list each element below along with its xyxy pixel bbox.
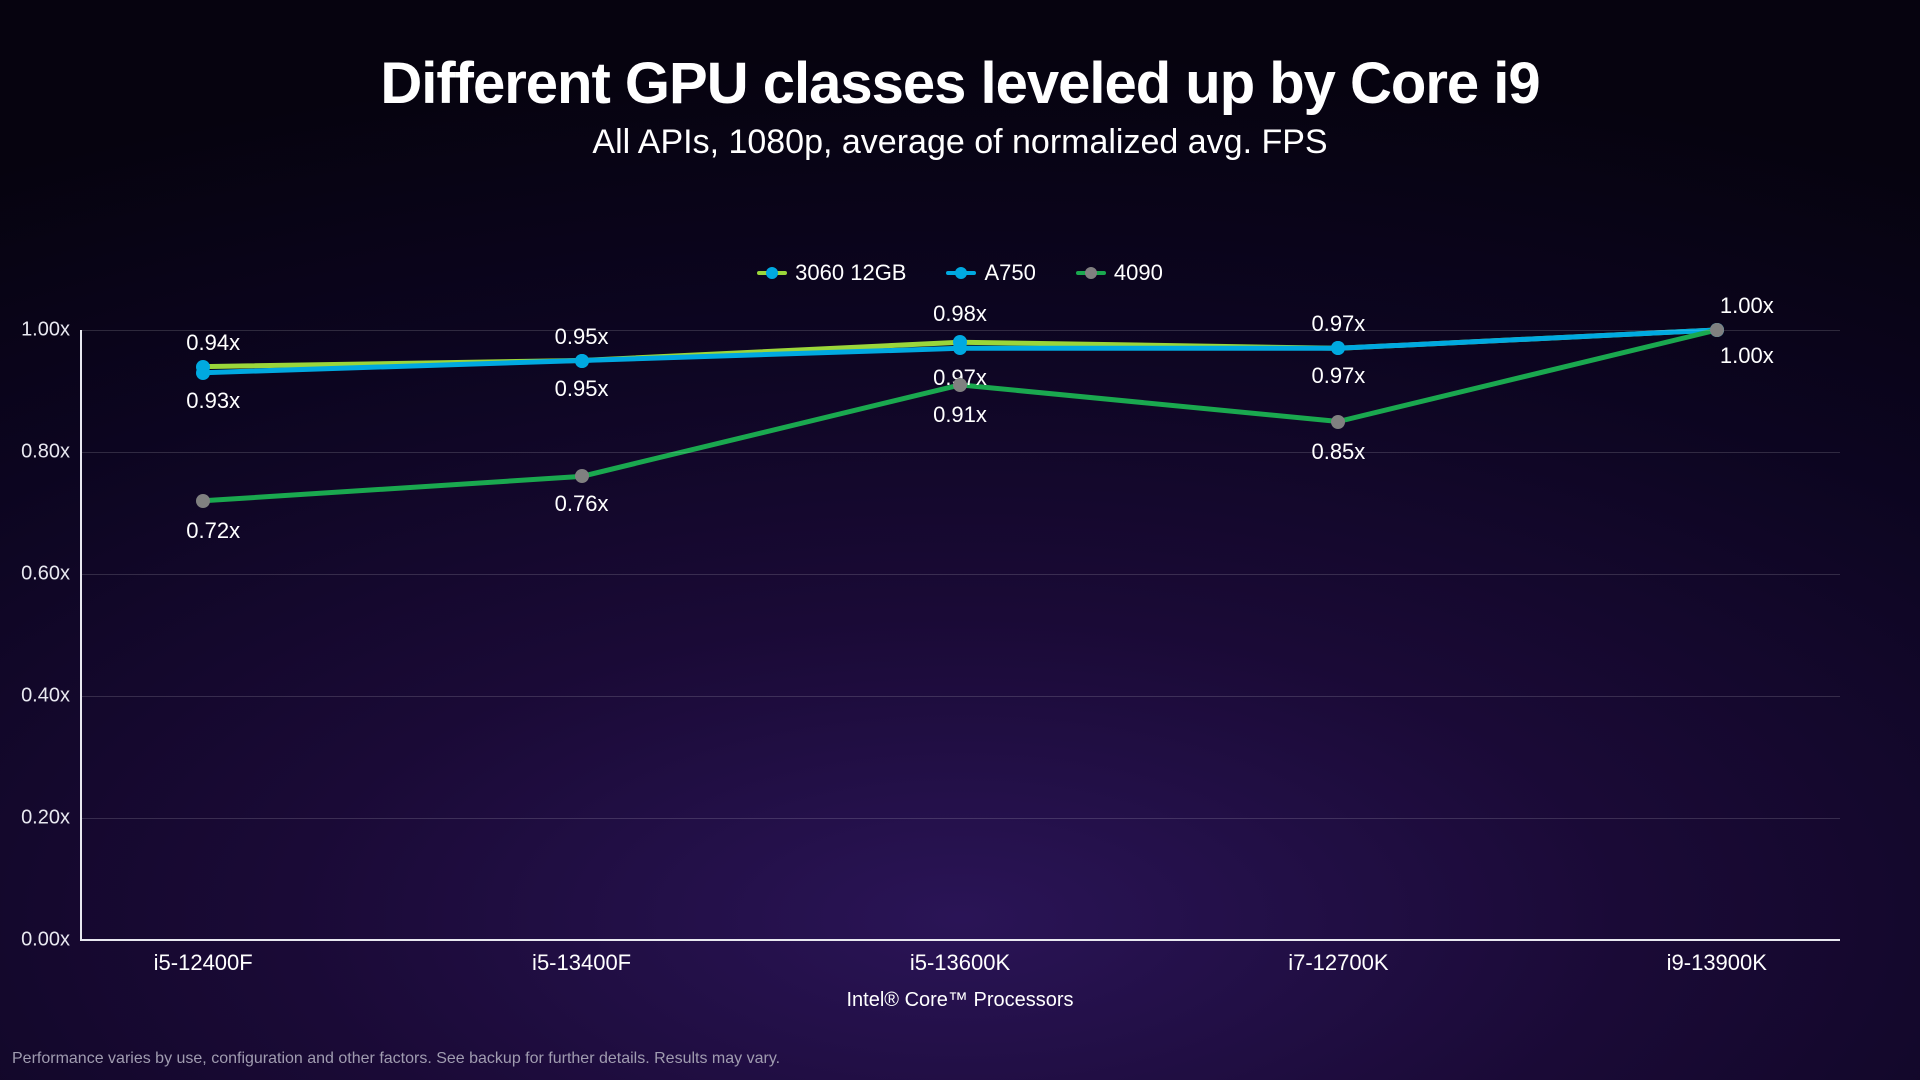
value-label: 0.93x	[186, 388, 240, 414]
value-label: 0.72x	[186, 518, 240, 544]
data-point	[1331, 341, 1345, 355]
value-label: 0.95x	[555, 376, 609, 402]
value-label: 0.85x	[1311, 439, 1365, 465]
chart-subtitle: All APIs, 1080p, average of normalized a…	[0, 123, 1920, 162]
data-point	[575, 354, 589, 368]
legend-label: A750	[984, 260, 1035, 286]
legend-label: 3060 12GB	[795, 260, 906, 286]
value-label: 1.00x	[1720, 343, 1774, 369]
x-tick-label: i5-12400F	[154, 950, 253, 976]
disclaimer-text: Performance varies by use, configuration…	[12, 1050, 780, 1068]
value-label: 0.97x	[1311, 311, 1365, 337]
legend-item: 4090	[1076, 260, 1163, 286]
data-point	[196, 494, 210, 508]
data-point	[575, 469, 589, 483]
chart-area: 0.00x0.20x0.40x0.60x0.80x1.00xi5-12400Fi…	[80, 330, 1840, 940]
data-point	[1331, 415, 1345, 429]
value-label: 0.91x	[933, 402, 987, 428]
x-tick-label: i9-13900K	[1667, 950, 1767, 976]
value-label: 0.76x	[555, 491, 609, 517]
data-point	[196, 366, 210, 380]
y-tick-label: 0.60x	[10, 563, 70, 586]
y-tick-label: 0.80x	[10, 441, 70, 464]
y-tick-label: 1.00x	[10, 319, 70, 342]
data-point	[953, 378, 967, 392]
data-point	[1710, 323, 1724, 337]
legend-label: 4090	[1114, 260, 1163, 286]
x-tick-label: i7-12700K	[1288, 950, 1388, 976]
value-label: 0.94x	[186, 330, 240, 356]
value-label: 1.00x	[1720, 293, 1774, 319]
value-label: 0.98x	[933, 301, 987, 327]
chart-title: Different GPU classes leveled up by Core…	[0, 50, 1920, 117]
x-tick-label: i5-13400F	[532, 950, 631, 976]
y-tick-label: 0.00x	[10, 929, 70, 952]
y-tick-label: 0.20x	[10, 807, 70, 830]
y-tick-label: 0.40x	[10, 685, 70, 708]
legend-item: 3060 12GB	[757, 260, 906, 286]
legend-item: A750	[946, 260, 1035, 286]
x-axis-label: Intel® Core™ Processors	[846, 989, 1073, 1012]
value-label: 0.97x	[1311, 363, 1365, 389]
x-tick-label: i5-13600K	[910, 950, 1010, 976]
data-point	[953, 341, 967, 355]
value-label: 0.95x	[555, 324, 609, 350]
chart-legend: 3060 12GB A750 4090	[0, 260, 1920, 286]
